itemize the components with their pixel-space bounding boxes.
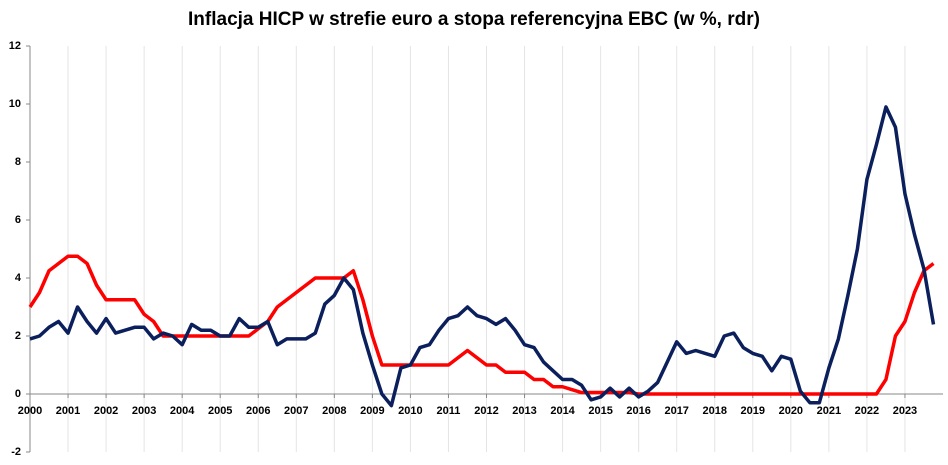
x-tick-label: 2014 [550, 405, 575, 417]
series-line [29, 105, 936, 408]
x-tick-label: 2018 [703, 405, 727, 417]
y-tick-label: 12 [9, 40, 21, 52]
x-tick-label: 2008 [322, 405, 346, 417]
x-tick-label: 2013 [512, 405, 536, 417]
x-tick-label: 2007 [284, 405, 308, 417]
x-tick-label: 2003 [132, 405, 156, 417]
chart-title: Inflacja HICP w strefie euro a stopa ref… [188, 9, 760, 30]
x-tick-label: 2016 [626, 405, 650, 417]
x-tick-label: 2006 [246, 405, 270, 417]
y-tick-label: 4 [15, 272, 22, 284]
x-tick-label: 2022 [855, 405, 879, 417]
x-tick-label: 2019 [741, 405, 765, 417]
x-tick-label: 2001 [56, 405, 80, 417]
x-tick-label: 2010 [398, 405, 422, 417]
x-tick-label: 2021 [817, 405, 841, 417]
x-tick-label: 2012 [474, 405, 498, 417]
x-tick-label: 2002 [94, 405, 118, 417]
y-tick-label: -2 [11, 446, 21, 458]
x-tick-label: 2023 [893, 405, 917, 417]
y-tick-label: 2 [15, 330, 21, 342]
x-tick-label: 2005 [208, 405, 232, 417]
y-tick-label: 6 [15, 214, 21, 226]
y-tick-label: 8 [15, 156, 21, 168]
x-tick-label: 2009 [360, 405, 384, 417]
x-tick-label: 2011 [437, 405, 461, 417]
x-tick-label: 2004 [170, 405, 195, 417]
x-tick-label: 2017 [664, 405, 688, 417]
y-tick-label: 0 [15, 388, 21, 400]
y-tick-label: 10 [9, 98, 21, 110]
x-tick-label: 2015 [588, 405, 612, 417]
x-tick-label: 2020 [779, 405, 803, 417]
series-line [28, 254, 935, 396]
